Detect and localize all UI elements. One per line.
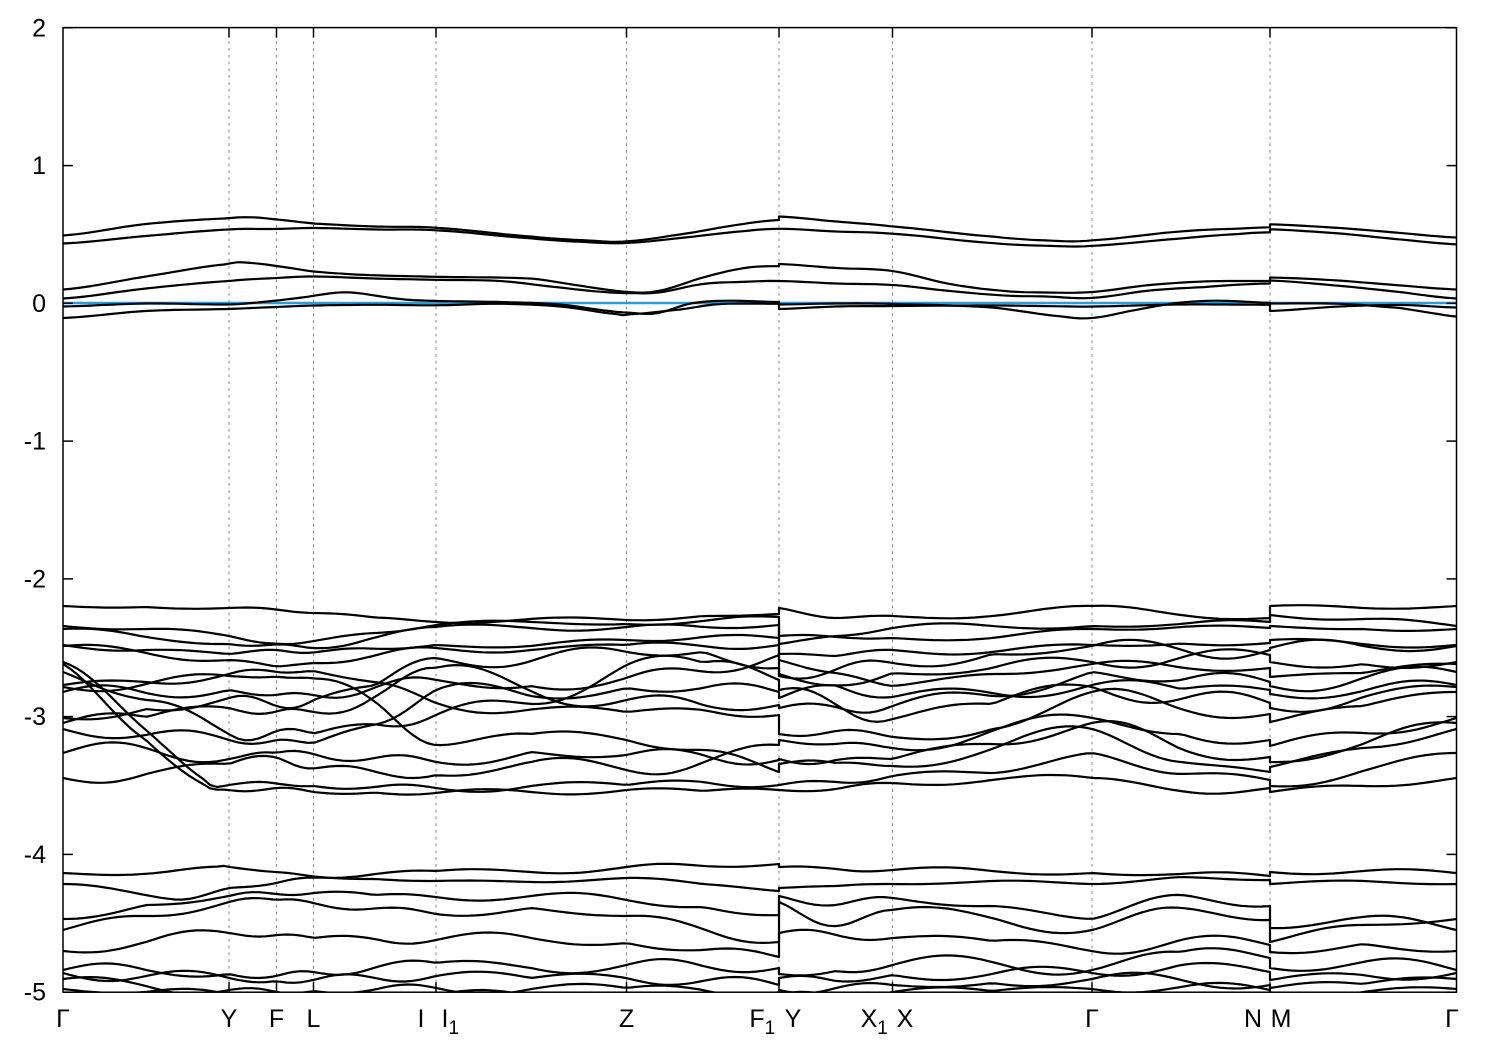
- svg-text:X1: X1: [861, 1005, 888, 1039]
- svg-text:X: X: [897, 1005, 914, 1033]
- svg-text:-4: -4: [24, 841, 46, 869]
- svg-text:-5: -5: [24, 979, 46, 1007]
- svg-text:F1: F1: [749, 1005, 775, 1039]
- svg-text:-2: -2: [24, 565, 46, 593]
- svg-text:2: 2: [32, 14, 46, 42]
- svg-text:F: F: [269, 1005, 284, 1033]
- svg-text:Z: Z: [619, 1005, 634, 1033]
- svg-text:Γ: Γ: [1445, 1005, 1459, 1033]
- svg-text:1: 1: [32, 152, 46, 180]
- svg-text:L: L: [307, 1005, 321, 1033]
- svg-text:N: N: [1244, 1005, 1262, 1033]
- svg-text:Γ: Γ: [1085, 1005, 1099, 1033]
- svg-text:Γ: Γ: [56, 1005, 70, 1033]
- svg-text:I: I: [418, 1005, 425, 1033]
- svg-text:Y: Y: [221, 1005, 238, 1033]
- svg-text:0: 0: [32, 290, 46, 318]
- svg-text:I1: I1: [442, 1005, 460, 1039]
- svg-text:-1: -1: [24, 428, 46, 456]
- svg-text:Y: Y: [785, 1005, 802, 1033]
- svg-text:M: M: [1271, 1005, 1292, 1033]
- svg-text:-3: -3: [24, 703, 46, 731]
